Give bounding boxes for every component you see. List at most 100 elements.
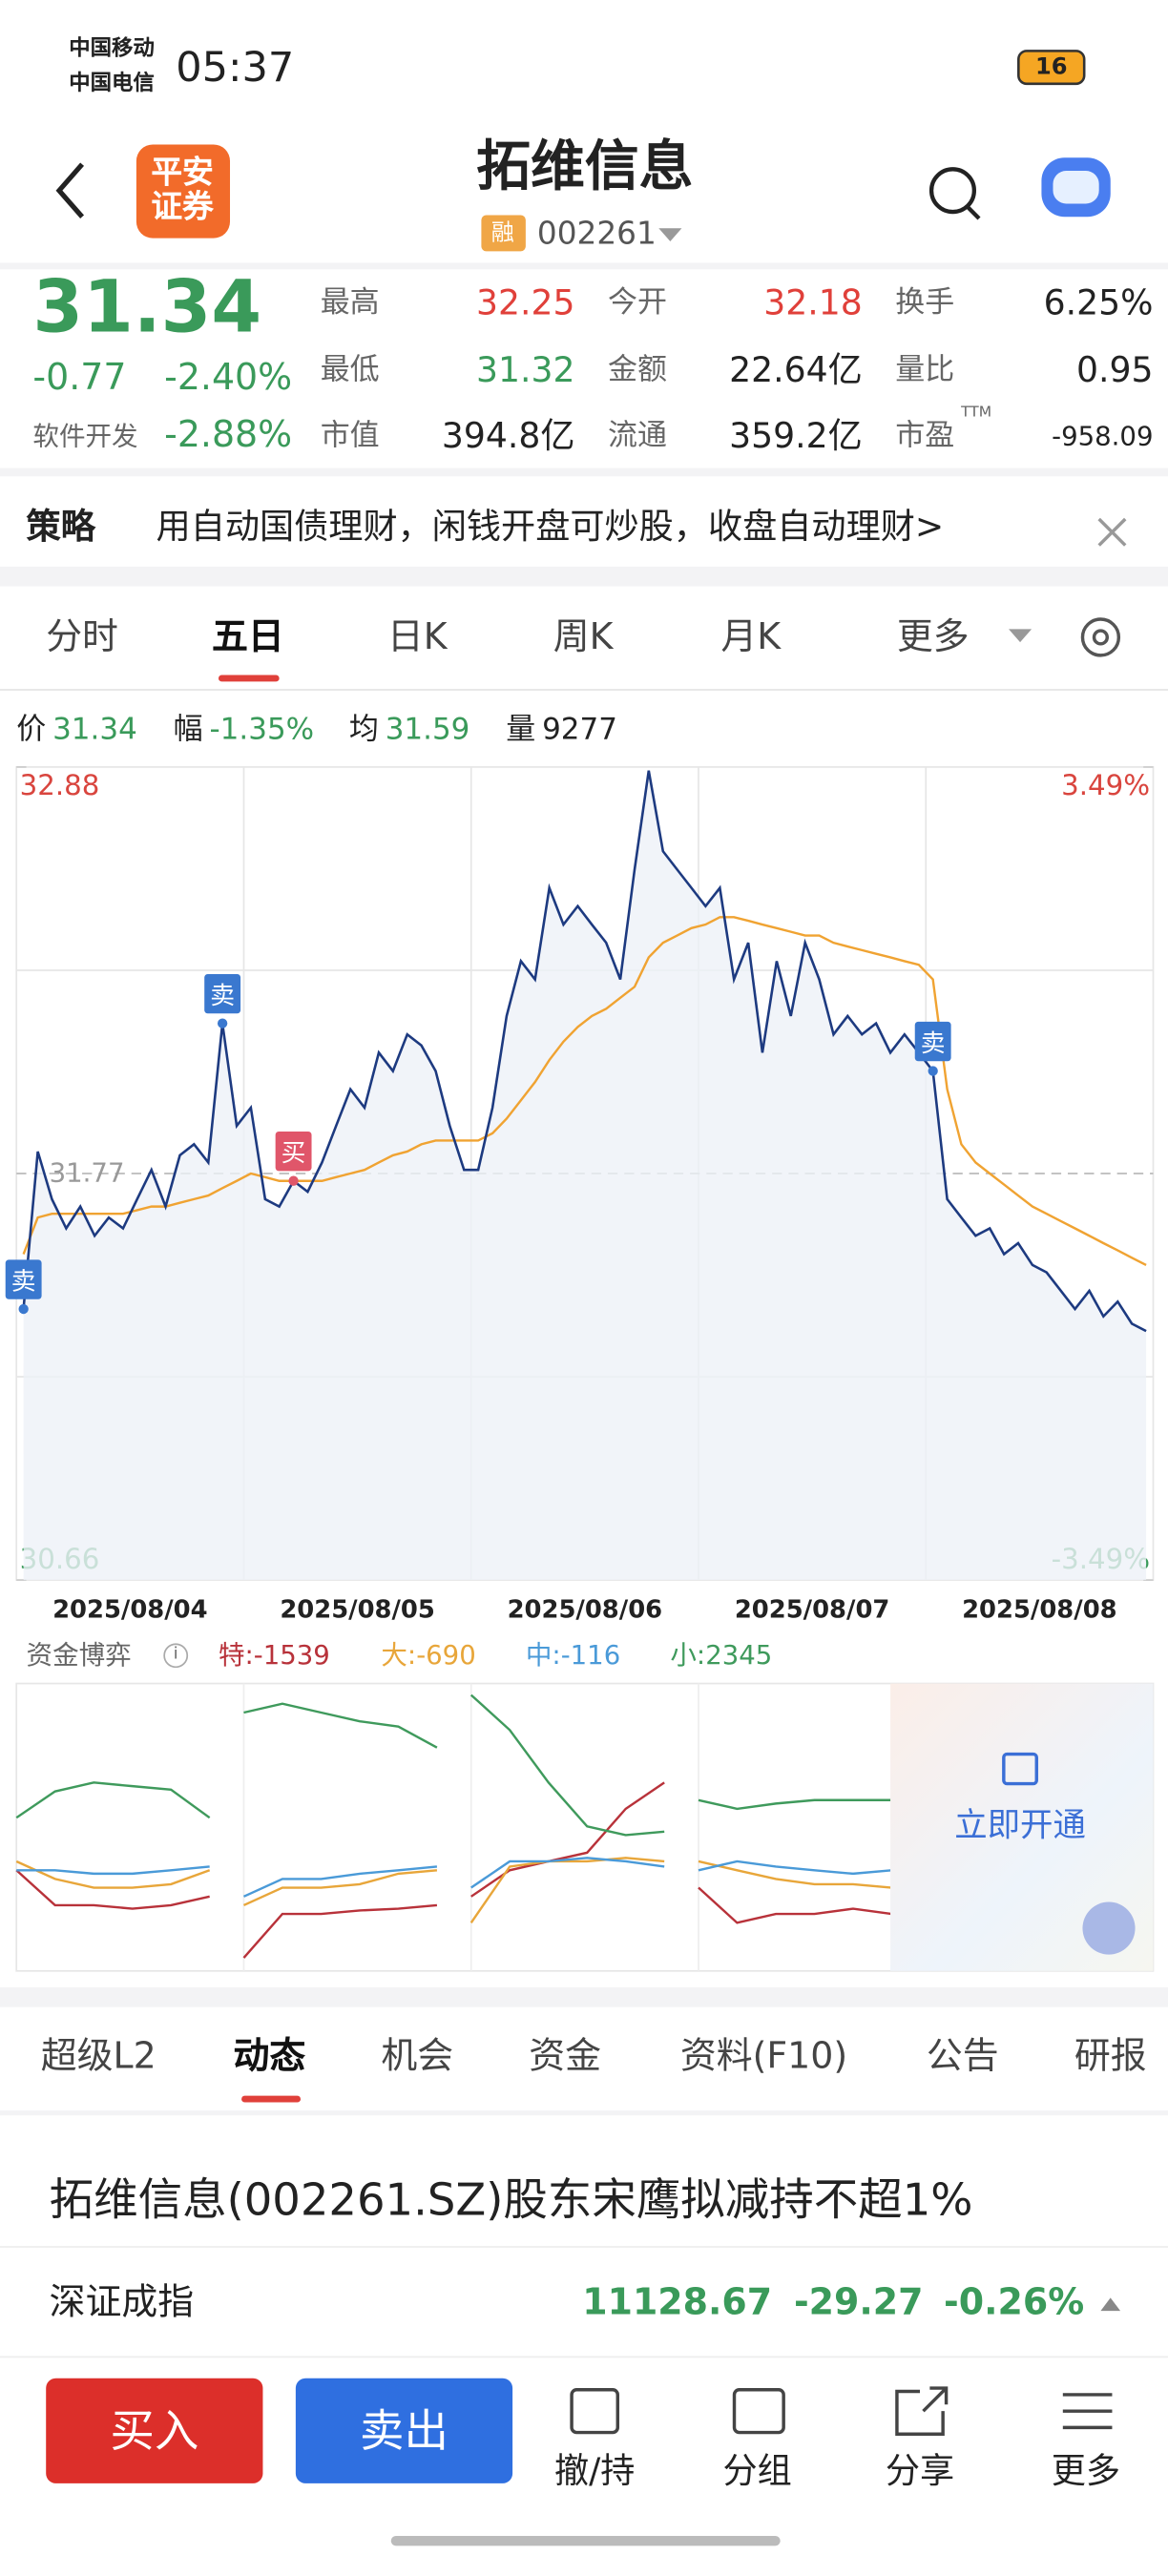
action-label[interactable]: 分享 [885,2451,955,2491]
lock-icon [1002,1752,1038,1786]
share-icon[interactable] [895,2386,949,2436]
sector-pct: -2.88% [164,415,293,457]
stat-label: 换手 [895,285,955,321]
news-headline[interactable]: 拓维信息(002261.SZ)股东宋鹰拟减持不超1% [49,2175,973,2227]
stat-label: 今开 [607,285,667,321]
search-icon[interactable] [928,167,977,215]
close-icon[interactable] [1097,517,1127,547]
period-tab[interactable]: 分时 [46,617,118,659]
detail-tab[interactable]: 动态 [233,2036,306,2078]
settings-core [1092,629,1110,646]
stock-title: 拓维信息 [476,134,694,198]
marker-label: 卖 [210,982,235,1010]
battery-level: 16 [1034,53,1068,81]
legend-item: 大:-690 [381,1639,476,1671]
info-label: 幅 [173,713,203,748]
stat-value: 359.2亿 [729,416,863,456]
period-tab[interactable]: 更多 [896,617,970,659]
index-name[interactable]: 深证成指 [49,2282,195,2324]
info-label: 量 [506,713,536,748]
back-icon[interactable] [55,162,85,218]
info-label: 均 [348,713,379,748]
marker-box [914,1021,951,1062]
badge-box [481,215,526,252]
stock-code: 002261 [536,216,657,253]
y-tick-label: 32.88 [20,769,100,801]
marker-dot [288,1175,299,1186]
stat-value: 31.32 [476,349,575,389]
marker-dot [928,1066,938,1076]
marker-label: 卖 [921,1029,946,1058]
strategy-text[interactable]: 用自动国债理财，闲钱开盘可炒股，收盘自动理财> [156,507,945,547]
action-label[interactable]: 撤/持 [553,2451,636,2491]
group-icon[interactable] [732,2388,785,2435]
action-label[interactable]: 更多 [1051,2451,1121,2491]
stat-label: 量比 [895,352,955,387]
stat-label: 最高 [320,285,380,321]
clock: 05:37 [176,43,295,92]
index-value: 11128.67 [582,2282,773,2324]
period-tab[interactable]: 五日 [212,617,284,659]
period-tab[interactable]: 月K [720,617,782,659]
x-tick-label: 2025/08/04 [52,1596,208,1625]
sell-button[interactable] [295,2378,513,2483]
detail-tab[interactable]: 研报 [1074,2036,1147,2078]
withdraw-icon[interactable] [570,2388,620,2435]
index-caret[interactable] [1100,2297,1121,2312]
separator [0,1987,1168,2007]
buy-button[interactable] [46,2378,263,2483]
x-tick-label: 2025/08/05 [280,1596,435,1625]
sell-label[interactable]: 卖出 [360,2406,448,2459]
code-caret[interactable] [658,228,682,242]
info-value: 31.34 [52,713,137,748]
detail-tab[interactable]: 超级L2 [40,2036,156,2078]
robot-face [1053,171,1099,204]
info-label: 价 [16,713,47,748]
settings-icon[interactable] [1080,617,1121,657]
average-line [22,916,1147,1266]
stat-value: 0.95 [1075,349,1154,389]
search-handle [966,205,981,220]
info-value: 31.59 [385,713,470,748]
more-caret[interactable] [1009,629,1032,643]
detail-tab[interactable]: 资料(F10) [679,2036,848,2078]
x-tick-label: 2025/08/06 [508,1596,663,1625]
sector[interactable]: 软件开发 [32,420,138,452]
marker-label: 卖 [11,1267,36,1296]
lock-text[interactable]: 立即开通 [954,1804,1086,1845]
period-tab[interactable]: 日K [386,617,448,659]
expand-button[interactable] [1082,1901,1136,1955]
carrier: 中国电信 [69,71,155,96]
info-icon[interactable] [163,1643,189,1669]
home-indicator[interactable] [390,2535,781,2546]
fund-line [15,1693,892,1837]
marker-dot [18,1303,29,1315]
stat-label: 市盈 [895,418,955,454]
legend-item: 中:-116 [525,1639,621,1671]
legend-item: 特:-1539 [218,1639,330,1671]
stat-value: 22.64亿 [729,349,863,389]
reference-label: 31.77 [50,1158,125,1189]
logo[interactable]: 平安证券 [151,155,214,225]
fund-line [15,1857,892,1924]
stat-value: -958.09 [1052,420,1154,452]
stat-label: 市值 [320,418,380,454]
logo-box [136,144,231,239]
action-label[interactable]: 分组 [722,2451,792,2491]
detail-tab[interactable]: 机会 [381,2036,454,2078]
change-pct: -2.40% [164,358,293,400]
battery [1017,50,1086,86]
period-tab[interactable]: 周K [553,617,614,659]
marker-box [275,1132,312,1172]
more-icon[interactable] [1062,2393,1113,2430]
detail-tab-underline [241,2095,302,2103]
stat-value: 32.25 [476,282,575,323]
separator [0,467,1168,477]
buy-label[interactable]: 买入 [110,2406,199,2459]
detail-tab[interactable]: 资金 [529,2036,602,2078]
detail-tab[interactable]: 公告 [926,2036,999,2078]
index-pct: -0.26% [944,2282,1085,2324]
marker-label: 买 [282,1139,306,1168]
price: 31.34 [32,265,262,350]
